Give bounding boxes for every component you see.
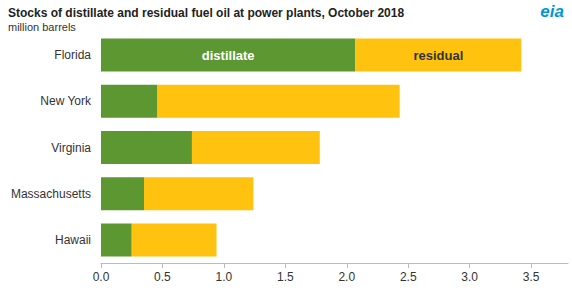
svg-text:eia: eia bbox=[540, 2, 564, 21]
svg-text:0.5: 0.5 bbox=[154, 270, 171, 284]
svg-text:2.0: 2.0 bbox=[338, 270, 355, 284]
svg-text:0.0: 0.0 bbox=[93, 270, 110, 284]
svg-text:3.0: 3.0 bbox=[461, 270, 478, 284]
svg-text:Stocks of distillate and resid: Stocks of distillate and residual fuel o… bbox=[8, 6, 404, 20]
svg-text:1.5: 1.5 bbox=[277, 270, 294, 284]
svg-text:distillate: distillate bbox=[202, 48, 255, 63]
svg-text:million barrels: million barrels bbox=[8, 21, 76, 33]
svg-text:Virginia: Virginia bbox=[51, 141, 91, 155]
svg-text:New York: New York bbox=[40, 94, 92, 108]
svg-text:Florida: Florida bbox=[54, 48, 91, 62]
svg-text:Hawaii: Hawaii bbox=[55, 233, 91, 247]
svg-text:2.5: 2.5 bbox=[400, 270, 417, 284]
svg-text:residual: residual bbox=[413, 48, 463, 63]
svg-text:3.5: 3.5 bbox=[523, 270, 540, 284]
svg-text:Massachusetts: Massachusetts bbox=[11, 187, 91, 201]
svg-text:1.0: 1.0 bbox=[216, 270, 233, 284]
